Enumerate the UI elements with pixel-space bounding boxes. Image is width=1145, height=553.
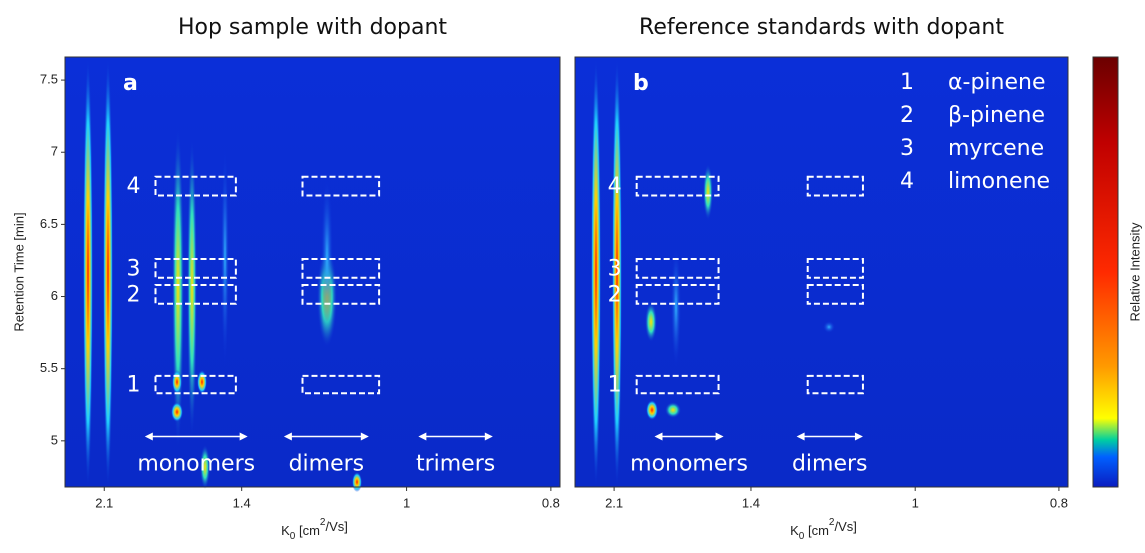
peak (197, 370, 207, 394)
annotation-box (635, 258, 720, 279)
x-axis-label-part: K (790, 523, 799, 538)
panel-letter: a (123, 71, 138, 96)
peak (703, 164, 713, 220)
region-label: dimers (289, 451, 365, 476)
x-axis-label-part: 2 (320, 517, 326, 528)
x-tick-label: 0.8 (542, 495, 560, 510)
x-axis-label-part: 0 (799, 531, 805, 542)
x-tick-label: 2.1 (605, 495, 623, 510)
annotation-box (154, 283, 237, 305)
x-tick-label: 1 (912, 495, 919, 510)
box-label: 2 (608, 282, 622, 307)
region-label: dimers (792, 451, 868, 476)
y-tick-label: 7 (51, 144, 58, 159)
annotation-box (806, 258, 864, 279)
box-label: 1 (608, 373, 622, 398)
box-label: 3 (608, 256, 622, 281)
x-axis-label-part: /Vs] (834, 519, 856, 534)
chart-title: Reference standards with dopant (639, 15, 1004, 40)
chart-title: Hop sample with dopant (178, 15, 447, 40)
legend-number: 1 (900, 70, 914, 95)
peak (591, 57, 601, 487)
peak (187, 137, 197, 437)
x-axis-label-part: /Vs] (325, 519, 347, 534)
x-tick-label: 1.4 (233, 495, 251, 510)
annotation-box (301, 374, 381, 395)
x-tick-label: 1 (403, 495, 410, 510)
x-axis-label-part: 0 (290, 531, 296, 542)
colorbar-label: Relative Intensity (1127, 222, 1142, 321)
annotation-box (635, 283, 720, 305)
annotation-box (154, 175, 237, 197)
y-tick-label: 5 (51, 432, 58, 447)
region-label: trimers (416, 451, 495, 476)
box-label: 4 (608, 174, 622, 199)
annotation-box (154, 374, 237, 395)
legend-text: myrcene (948, 136, 1044, 161)
peak (172, 370, 182, 394)
panel-letter: b (633, 71, 649, 96)
peak (645, 302, 657, 342)
x-tick-label: 0.8 (1050, 495, 1068, 510)
y-tick-label: 6.5 (40, 216, 58, 231)
x-axis-label: K0 [cm2/Vs] (281, 517, 348, 542)
panel: Hop sample with dopant a 2.1 1.4 1 0.8 5 5.5 6 6.… (11, 15, 561, 542)
annotation-box (301, 175, 381, 197)
peak (221, 147, 229, 367)
peak (172, 127, 184, 447)
region-label: monomers (630, 451, 748, 476)
peak (665, 402, 681, 418)
colorbar (1092, 56, 1119, 488)
x-axis-label-part: [cm (804, 523, 829, 538)
arrow-head (796, 432, 863, 441)
peak (200, 445, 210, 489)
peak (646, 400, 658, 420)
peak (823, 321, 835, 333)
annotation-box (635, 374, 720, 395)
annotation-box (806, 374, 864, 395)
x-tick-label: 2.1 (95, 495, 113, 510)
x-tick-label: 1.4 (742, 495, 760, 510)
region-label: monomers (137, 451, 255, 476)
y-tick-label: 7.5 (40, 72, 58, 87)
annotation-box (301, 258, 381, 279)
peak (321, 177, 333, 337)
panel: Reference standards with dopant b 2.1 1.4 1 0… (574, 15, 1142, 542)
annotation-box (635, 175, 720, 197)
box-label: 4 (127, 174, 141, 199)
frame (64, 56, 561, 488)
legend-number: 2 (900, 103, 914, 128)
box-label: 1 (127, 373, 141, 398)
legend-text: limonene (948, 169, 1050, 194)
peak (671, 247, 681, 367)
x-axis-label-part: K (281, 523, 290, 538)
peak (103, 57, 113, 487)
annotation-box (301, 283, 381, 305)
y-tick-label: 6 (51, 288, 58, 303)
x-axis-label: K0 [cm2/Vs] (790, 517, 857, 542)
arrow-head (418, 432, 493, 441)
annotation-box (154, 258, 237, 279)
legend-number: 3 (900, 136, 914, 161)
x-axis-label-part: [cm (295, 523, 320, 538)
annotation-box (806, 175, 864, 197)
y-axis-label: Retention Time [min] (11, 212, 26, 331)
peak (171, 402, 183, 422)
peak (83, 57, 93, 487)
heatmap-background (575, 57, 1068, 487)
box-label: 2 (127, 282, 141, 307)
y-tick-label: 5.5 (40, 360, 58, 375)
heatmap-background (65, 57, 560, 487)
annotation-box (806, 283, 864, 305)
legend-text: β-pinene (948, 103, 1045, 128)
box-label: 3 (127, 256, 141, 281)
frame (574, 56, 1069, 488)
legend-number: 4 (900, 169, 914, 194)
x-axis-label-part: 2 (829, 517, 835, 528)
peak (612, 57, 622, 487)
legend-text: α-pinene (948, 70, 1045, 95)
arrow-head (654, 432, 724, 441)
